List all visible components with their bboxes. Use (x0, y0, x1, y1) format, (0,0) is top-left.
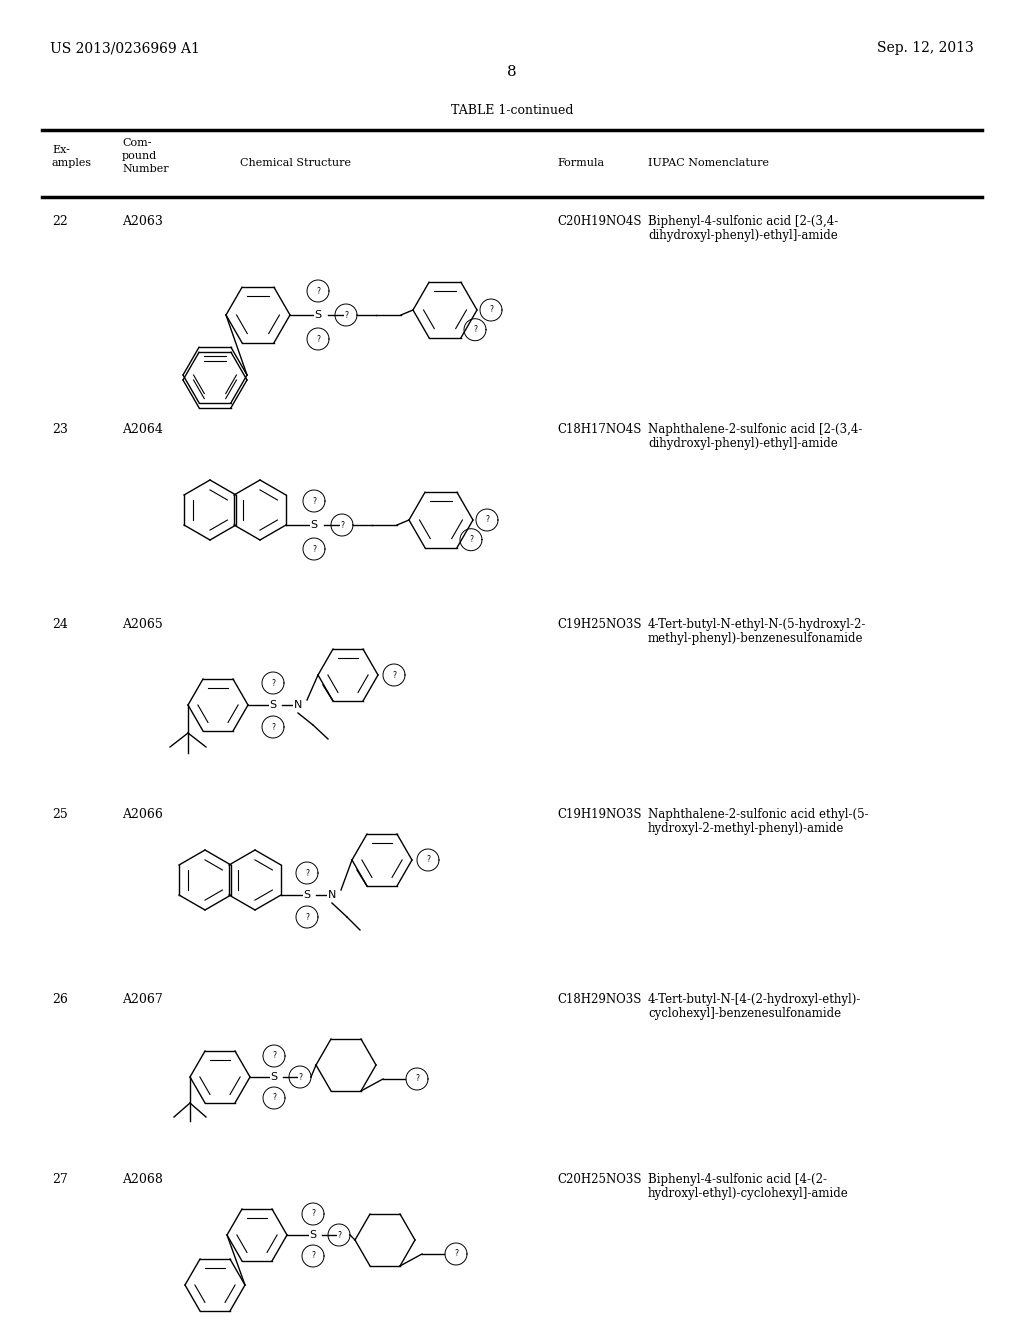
Text: Com-: Com- (122, 139, 152, 148)
Text: ?: ? (298, 1072, 302, 1081)
Text: ?: ? (454, 1250, 458, 1258)
Text: C20H25NO3S: C20H25NO3S (557, 1173, 641, 1185)
Text: N: N (294, 700, 302, 710)
Text: ?: ? (271, 722, 275, 731)
Text: A2064: A2064 (122, 422, 163, 436)
Text: C18H17NO4S: C18H17NO4S (557, 422, 641, 436)
Text: C20H19NO4S: C20H19NO4S (557, 215, 641, 228)
Text: 4-Tert-butyl-N-ethyl-N-(5-hydroxyl-2-: 4-Tert-butyl-N-ethyl-N-(5-hydroxyl-2- (648, 618, 866, 631)
Text: ?: ? (312, 496, 316, 506)
Text: IUPAC Nomenclature: IUPAC Nomenclature (648, 158, 769, 168)
Text: ?: ? (392, 671, 396, 680)
Text: TABLE 1-continued: TABLE 1-continued (451, 103, 573, 116)
Text: 23: 23 (52, 422, 68, 436)
Text: dihydroxyl-phenyl)-ethyl]-amide: dihydroxyl-phenyl)-ethyl]-amide (648, 437, 838, 450)
Text: S: S (310, 520, 317, 531)
Text: 24: 24 (52, 618, 68, 631)
Text: S: S (309, 1230, 316, 1239)
Text: pound: pound (122, 150, 158, 161)
Text: S: S (270, 1072, 278, 1082)
Text: Biphenyl-4-sulfonic acid [2-(3,4-: Biphenyl-4-sulfonic acid [2-(3,4- (648, 215, 839, 228)
Text: ?: ? (485, 516, 489, 524)
Text: ?: ? (344, 310, 348, 319)
Text: hydroxyl-2-methyl-phenyl)-amide: hydroxyl-2-methyl-phenyl)-amide (648, 822, 845, 836)
Text: 27: 27 (52, 1173, 68, 1185)
Text: A2065: A2065 (122, 618, 163, 631)
Text: amples: amples (52, 158, 92, 168)
Text: A2066: A2066 (122, 808, 163, 821)
Text: C19H25NO3S: C19H25NO3S (557, 618, 641, 631)
Text: ?: ? (272, 1052, 276, 1060)
Text: Ex-: Ex- (52, 145, 70, 154)
Text: S: S (269, 700, 276, 710)
Text: ?: ? (312, 544, 316, 553)
Text: S: S (314, 310, 322, 319)
Text: ?: ? (340, 520, 344, 529)
Text: ?: ? (272, 1093, 276, 1102)
Text: dihydroxyl-phenyl)-ethyl]-amide: dihydroxyl-phenyl)-ethyl]-amide (648, 228, 838, 242)
Text: ?: ? (426, 855, 430, 865)
Text: C18H29NO3S: C18H29NO3S (557, 993, 641, 1006)
Text: Biphenyl-4-sulfonic acid [4-(2-: Biphenyl-4-sulfonic acid [4-(2- (648, 1173, 827, 1185)
Text: ?: ? (311, 1251, 315, 1261)
Text: ?: ? (489, 305, 493, 314)
Text: C19H19NO3S: C19H19NO3S (557, 808, 641, 821)
Text: ?: ? (473, 325, 477, 334)
Text: 4-Tert-butyl-N-[4-(2-hydroxyl-ethyl)-: 4-Tert-butyl-N-[4-(2-hydroxyl-ethyl)- (648, 993, 861, 1006)
Text: ?: ? (337, 1230, 341, 1239)
Text: ?: ? (271, 678, 275, 688)
Text: A2068: A2068 (122, 1173, 163, 1185)
Text: ?: ? (305, 912, 309, 921)
Text: ?: ? (469, 535, 473, 544)
Text: cyclohexyl]-benzenesulfonamide: cyclohexyl]-benzenesulfonamide (648, 1007, 841, 1020)
Text: hydroxyl-ethyl)-cyclohexyl]-amide: hydroxyl-ethyl)-cyclohexyl]-amide (648, 1187, 849, 1200)
Text: Formula: Formula (557, 158, 604, 168)
Text: Sep. 12, 2013: Sep. 12, 2013 (878, 41, 974, 55)
Text: ?: ? (311, 1209, 315, 1218)
Text: Naphthalene-2-sulfonic acid ethyl-(5-: Naphthalene-2-sulfonic acid ethyl-(5- (648, 808, 868, 821)
Text: S: S (303, 890, 310, 900)
Text: ?: ? (316, 286, 319, 296)
Text: N: N (328, 890, 336, 900)
Text: ?: ? (305, 869, 309, 878)
Text: Naphthalene-2-sulfonic acid [2-(3,4-: Naphthalene-2-sulfonic acid [2-(3,4- (648, 422, 862, 436)
Text: methyl-phenyl)-benzenesulfonamide: methyl-phenyl)-benzenesulfonamide (648, 632, 863, 645)
Text: ?: ? (316, 334, 319, 343)
Text: Number: Number (122, 164, 169, 174)
Text: A2067: A2067 (122, 993, 163, 1006)
Text: 26: 26 (52, 993, 68, 1006)
Text: US 2013/0236969 A1: US 2013/0236969 A1 (50, 41, 200, 55)
Text: 22: 22 (52, 215, 68, 228)
Text: 25: 25 (52, 808, 68, 821)
Text: A2063: A2063 (122, 215, 163, 228)
Text: 8: 8 (507, 65, 517, 79)
Text: ?: ? (415, 1074, 419, 1084)
Text: Chemical Structure: Chemical Structure (240, 158, 351, 168)
